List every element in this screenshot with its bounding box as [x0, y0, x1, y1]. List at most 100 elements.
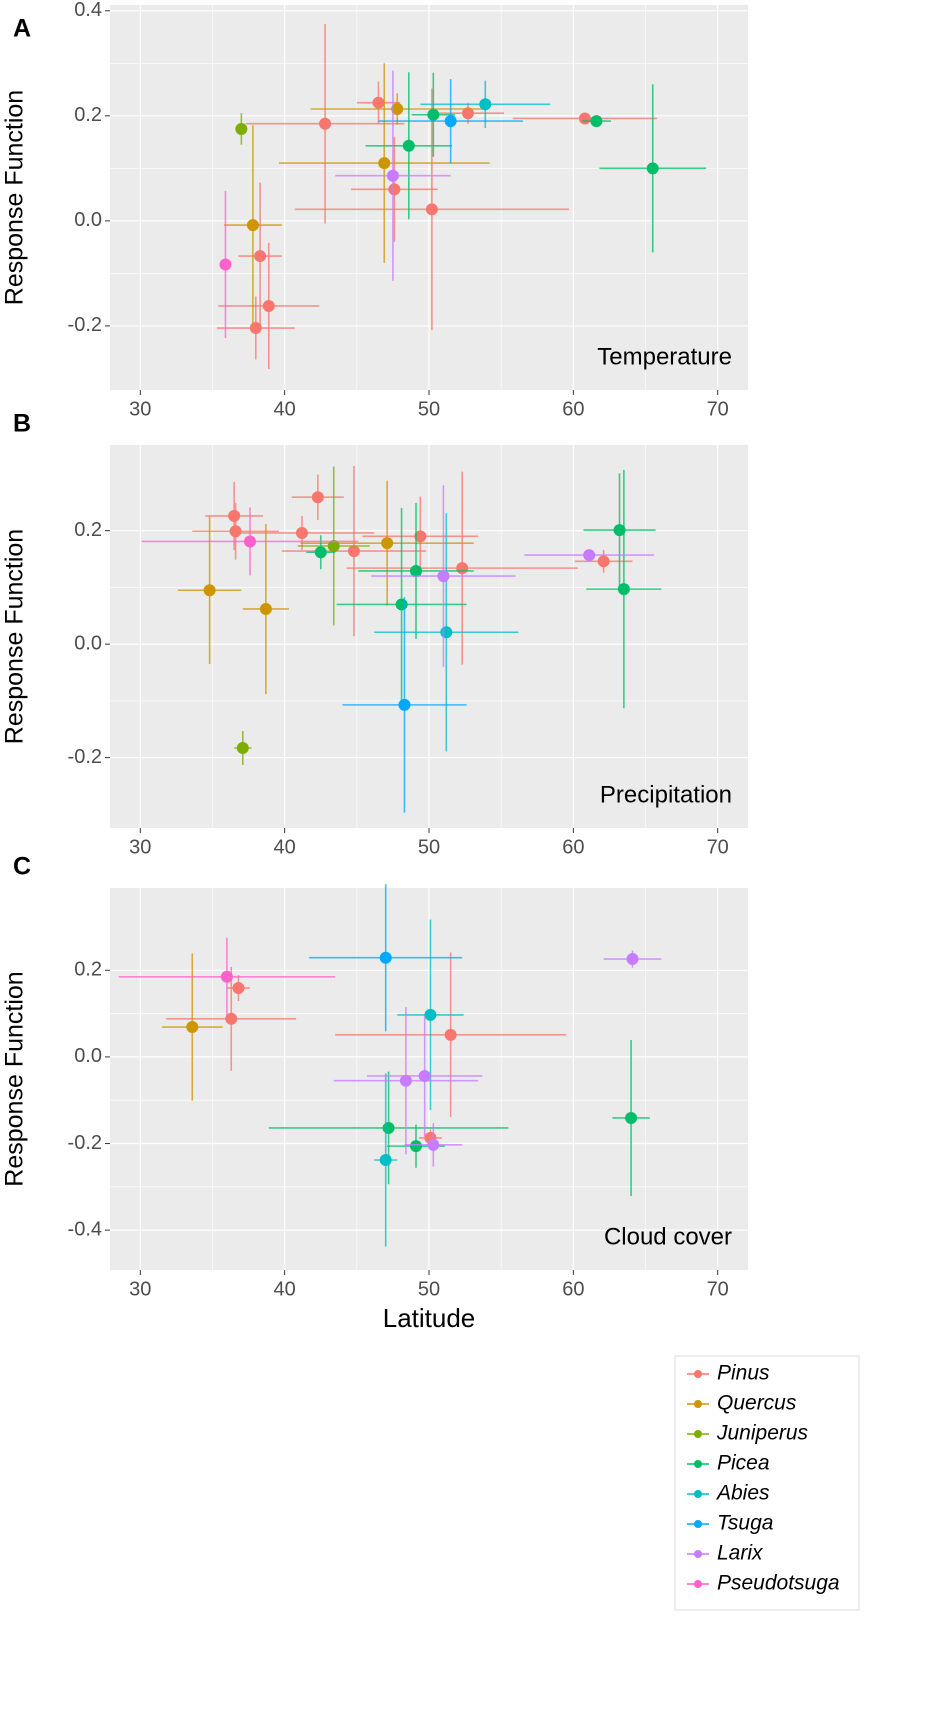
- point: [378, 157, 391, 170]
- point: [379, 1153, 392, 1166]
- point: [410, 1140, 423, 1153]
- legend-key: [694, 1490, 702, 1498]
- x-tick-label: 60: [562, 1278, 584, 1300]
- point: [254, 250, 267, 263]
- point: [444, 115, 457, 128]
- point: [395, 598, 408, 611]
- x-tick-label: 60: [562, 836, 584, 858]
- legend-label: Pseudotsuga: [717, 1572, 840, 1595]
- annotation: Temperature: [597, 343, 732, 370]
- y-tick-label: 0.0: [74, 632, 102, 654]
- point: [597, 555, 610, 568]
- point: [479, 98, 492, 111]
- point: [398, 698, 411, 711]
- point: [262, 299, 275, 312]
- x-tick-label: 40: [274, 398, 296, 420]
- point: [583, 549, 596, 562]
- legend-label: Tsuga: [717, 1512, 773, 1535]
- x-tick-label: 60: [562, 398, 584, 420]
- point: [259, 602, 272, 615]
- point: [379, 951, 392, 964]
- y-tick-label: 0.0: [74, 209, 102, 231]
- point: [203, 584, 216, 597]
- annotation: Cloud cover: [604, 1223, 732, 1250]
- point: [625, 1111, 638, 1124]
- point: [236, 741, 249, 754]
- point: [219, 258, 232, 271]
- point: [327, 539, 340, 552]
- y-tick-label: -0.2: [68, 1132, 102, 1154]
- point: [613, 524, 626, 537]
- legend-label: Quercus: [717, 1392, 797, 1415]
- y-axis-label: Response Function: [1, 971, 29, 1186]
- y-tick-label: 0.2: [74, 104, 102, 126]
- y-tick-label: -0.2: [68, 314, 102, 336]
- y-tick-label: 0.0: [74, 1045, 102, 1067]
- legend-key: [694, 1520, 702, 1528]
- y-tick-label: -0.2: [68, 746, 102, 768]
- point: [444, 1028, 457, 1041]
- point: [388, 183, 401, 196]
- point: [372, 96, 385, 109]
- x-tick-label: 30: [129, 398, 151, 420]
- point: [314, 546, 327, 559]
- point: [391, 102, 404, 115]
- point: [347, 545, 360, 558]
- legend-label: Picea: [717, 1452, 770, 1475]
- point: [590, 115, 603, 128]
- point: [246, 219, 259, 232]
- legend-label: Pinus: [717, 1362, 770, 1385]
- point: [626, 953, 639, 966]
- point: [578, 112, 591, 125]
- point: [220, 970, 233, 983]
- point: [402, 139, 415, 152]
- legend-key: [694, 1550, 702, 1558]
- point: [418, 1069, 431, 1082]
- point: [232, 982, 245, 995]
- legend-key: [694, 1400, 702, 1408]
- x-tick-label: 50: [418, 836, 440, 858]
- x-tick-label: 50: [418, 398, 440, 420]
- point: [382, 1121, 395, 1134]
- point: [461, 107, 474, 120]
- point: [381, 537, 394, 550]
- x-tick-label: 70: [707, 1278, 729, 1300]
- legend-label: Juniperus: [716, 1422, 809, 1445]
- point: [186, 1021, 199, 1034]
- point: [414, 530, 427, 543]
- point: [410, 564, 423, 577]
- point: [427, 108, 440, 121]
- point: [440, 626, 453, 639]
- x-tick-label: 70: [707, 398, 729, 420]
- legend-key: [694, 1430, 702, 1438]
- point: [437, 570, 450, 583]
- point: [427, 1138, 440, 1151]
- point: [456, 562, 469, 575]
- x-tick-label: 30: [129, 836, 151, 858]
- y-tick-label: 0.4: [74, 0, 102, 21]
- point: [244, 535, 257, 548]
- y-axis-label: Response Function: [1, 529, 29, 744]
- legend-key: [694, 1370, 702, 1378]
- x-axis-label: Latitude: [383, 1303, 476, 1333]
- annotation: Precipitation: [600, 781, 732, 808]
- x-tick-label: 50: [418, 1278, 440, 1300]
- panel-label: A: [13, 15, 31, 43]
- x-tick-label: 30: [129, 1278, 151, 1300]
- legend-label: Abies: [715, 1482, 770, 1505]
- point: [399, 1074, 412, 1087]
- point: [425, 203, 438, 216]
- y-tick-label: 0.2: [74, 519, 102, 541]
- point: [617, 583, 630, 596]
- legend-key: [694, 1580, 702, 1588]
- point: [235, 122, 248, 135]
- point: [249, 322, 262, 335]
- point: [295, 526, 308, 539]
- legend-key: [694, 1460, 702, 1468]
- panel-label: B: [13, 410, 31, 438]
- point: [424, 1008, 437, 1021]
- panel-label: C: [13, 853, 31, 881]
- point: [646, 162, 659, 175]
- point: [319, 117, 332, 130]
